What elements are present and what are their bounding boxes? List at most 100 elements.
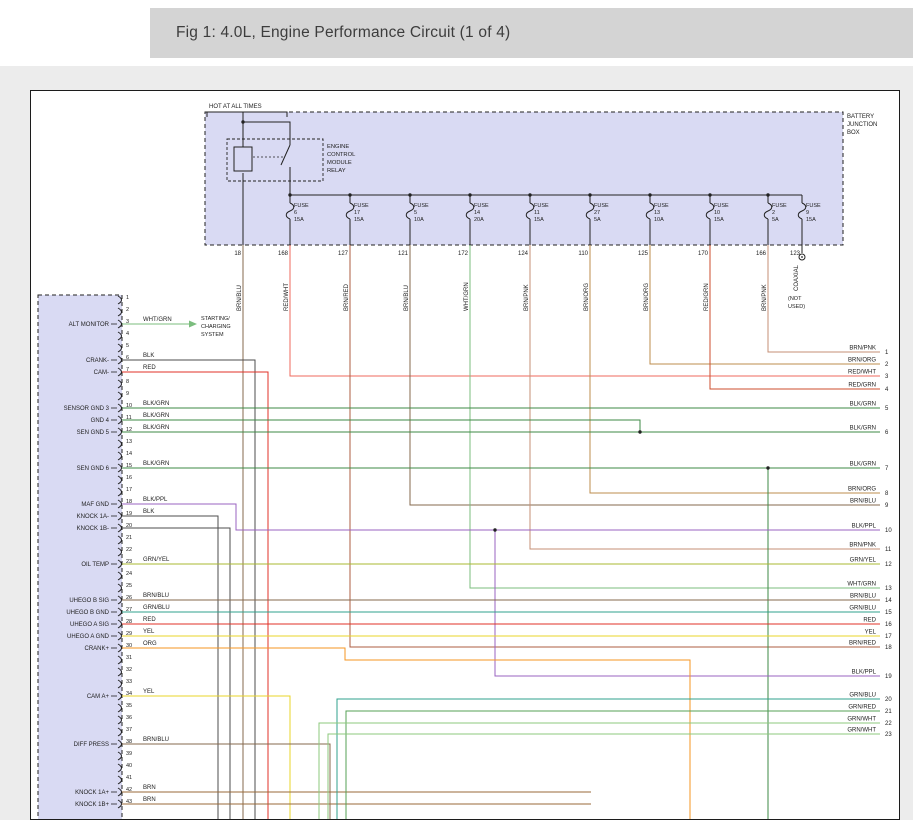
- wire-color-label: WHT/GRN: [143, 317, 172, 323]
- wire-color-label: GRN/RED: [848, 705, 876, 711]
- pin-socket: [117, 595, 122, 605]
- pin-number: 31: [126, 655, 132, 661]
- wire-brn-red: [349, 245, 880, 648]
- pin-socket: [117, 307, 122, 317]
- junction-box-label: JUNCTION: [847, 122, 877, 128]
- right-pin-number: 18: [885, 645, 892, 651]
- terminal-number: 123: [790, 251, 801, 257]
- fuse-symbol: [405, 202, 415, 220]
- pin-label: CAM A+: [87, 694, 110, 700]
- fuse-amps: 20A: [474, 217, 484, 223]
- wire-color-label: RED/WHT: [848, 370, 876, 376]
- junction-dot: [348, 193, 352, 197]
- pin-label: UHEGO B SIG: [69, 598, 109, 604]
- pin-socket: [117, 367, 122, 377]
- right-pin-number: 7: [885, 466, 889, 472]
- fuse-label: FUSE: [714, 203, 729, 209]
- fuse-amps: 15A: [534, 217, 544, 223]
- pin-number: 19: [126, 511, 132, 517]
- right-pin-number: 14: [885, 598, 892, 604]
- wire-color-label: BLK: [143, 509, 154, 515]
- pin-number: 42: [126, 787, 132, 793]
- wire-color-label: RED: [863, 618, 876, 624]
- fuse-label: FUSE: [594, 203, 609, 209]
- fuse-amps: 15A: [294, 217, 304, 223]
- pin-socket: [117, 379, 122, 389]
- pin-socket: [117, 391, 122, 401]
- wire-color-label: YEL: [143, 629, 155, 635]
- wire-color-label: BRN/ORG: [644, 283, 650, 311]
- pin-number: 17: [126, 487, 132, 493]
- fuse-number: 9: [806, 210, 809, 216]
- pin-socket: [117, 763, 122, 773]
- starting-system-note: SYSTEM: [201, 332, 224, 338]
- wire-brn-pnk: [767, 245, 880, 353]
- right-pin-number: 8: [885, 491, 889, 497]
- right-pin-number: 22: [885, 721, 892, 727]
- pin-socket: [117, 319, 122, 329]
- wire-blk: [122, 515, 219, 819]
- junction-box-label: BOX: [847, 130, 860, 136]
- hot-bus-bar: [206, 111, 288, 117]
- pin-socket: [117, 607, 122, 617]
- pin-number: 28: [126, 619, 132, 625]
- fuse-number: 5: [414, 210, 417, 216]
- wire-color-label: BRN/PNK: [849, 543, 876, 549]
- pin-number: 6: [126, 355, 129, 361]
- wire-red-wht: [289, 245, 880, 377]
- fuse-label: FUSE: [654, 203, 669, 209]
- wire-color-label: GRN/BLU: [849, 693, 876, 699]
- fuse-label: FUSE: [414, 203, 429, 209]
- pin-label: DIFF PRESS: [74, 742, 109, 748]
- pin-number: 10: [126, 403, 132, 409]
- pin-label: CAM-: [94, 370, 109, 376]
- hot-at-all-times-label: HOT AT ALL TIMES: [209, 104, 262, 110]
- right-pin-number: 21: [885, 709, 892, 715]
- pin-label: ALT MONITOR: [69, 322, 110, 328]
- wire-color-label: BRN/BLU: [143, 737, 169, 743]
- junction-dot: [588, 193, 592, 197]
- wire-color-label: BLK/GRN: [850, 402, 876, 408]
- fuse-amps: 5A: [594, 217, 601, 223]
- pin-socket: [117, 703, 122, 713]
- junction-dot: [528, 193, 532, 197]
- pin-socket: [117, 787, 122, 797]
- pin-number: 21: [126, 535, 132, 541]
- fuse-number: 13: [654, 210, 660, 216]
- title-bar: Fig 1: 4.0L, Engine Performance Circuit …: [150, 8, 913, 58]
- wire-blk-ppl: [122, 503, 880, 531]
- terminal-number: 172: [458, 251, 469, 257]
- schematic-svg: BATTERY JUNCTION BOX HOT AT ALL TIMES ENGINE…: [37, 104, 892, 819]
- wire-color-label: GRN/YEL: [850, 558, 877, 564]
- terminal-number: 166: [756, 251, 767, 257]
- pin-label: OIL TEMP: [81, 562, 109, 568]
- pin-socket: [117, 727, 122, 737]
- pin-socket: [117, 775, 122, 785]
- terminal-number: 121: [398, 251, 409, 257]
- relay-label: CONTROL: [327, 152, 356, 158]
- pin-socket: [117, 571, 122, 581]
- wire-color-label: BLK/PPL: [143, 497, 168, 503]
- pin-number: 16: [126, 475, 132, 481]
- fuse-number: 2: [772, 210, 775, 216]
- pin-number: 12: [126, 427, 132, 433]
- fuse-amps: 10A: [414, 217, 424, 223]
- wire-color-label: COAXIAL: [794, 264, 800, 291]
- junction-dot: [766, 193, 770, 197]
- arrow-head: [189, 320, 197, 328]
- pin-number: 38: [126, 739, 132, 745]
- junction-dot: [241, 120, 245, 124]
- fuse-symbol: [705, 202, 715, 220]
- wire-brn-pnk: [529, 245, 880, 550]
- pin-socket: [117, 331, 122, 341]
- terminal-number: 124: [518, 251, 529, 257]
- pin-socket: [117, 715, 122, 725]
- pin-socket: [117, 619, 122, 629]
- fuse-symbol: [763, 202, 773, 220]
- pin-socket: [117, 559, 122, 569]
- right-pin-number: 19: [885, 674, 892, 680]
- wire-color-label: RED: [143, 365, 156, 371]
- coax-note: USED): [788, 304, 805, 310]
- right-pin-number: 9: [885, 503, 889, 509]
